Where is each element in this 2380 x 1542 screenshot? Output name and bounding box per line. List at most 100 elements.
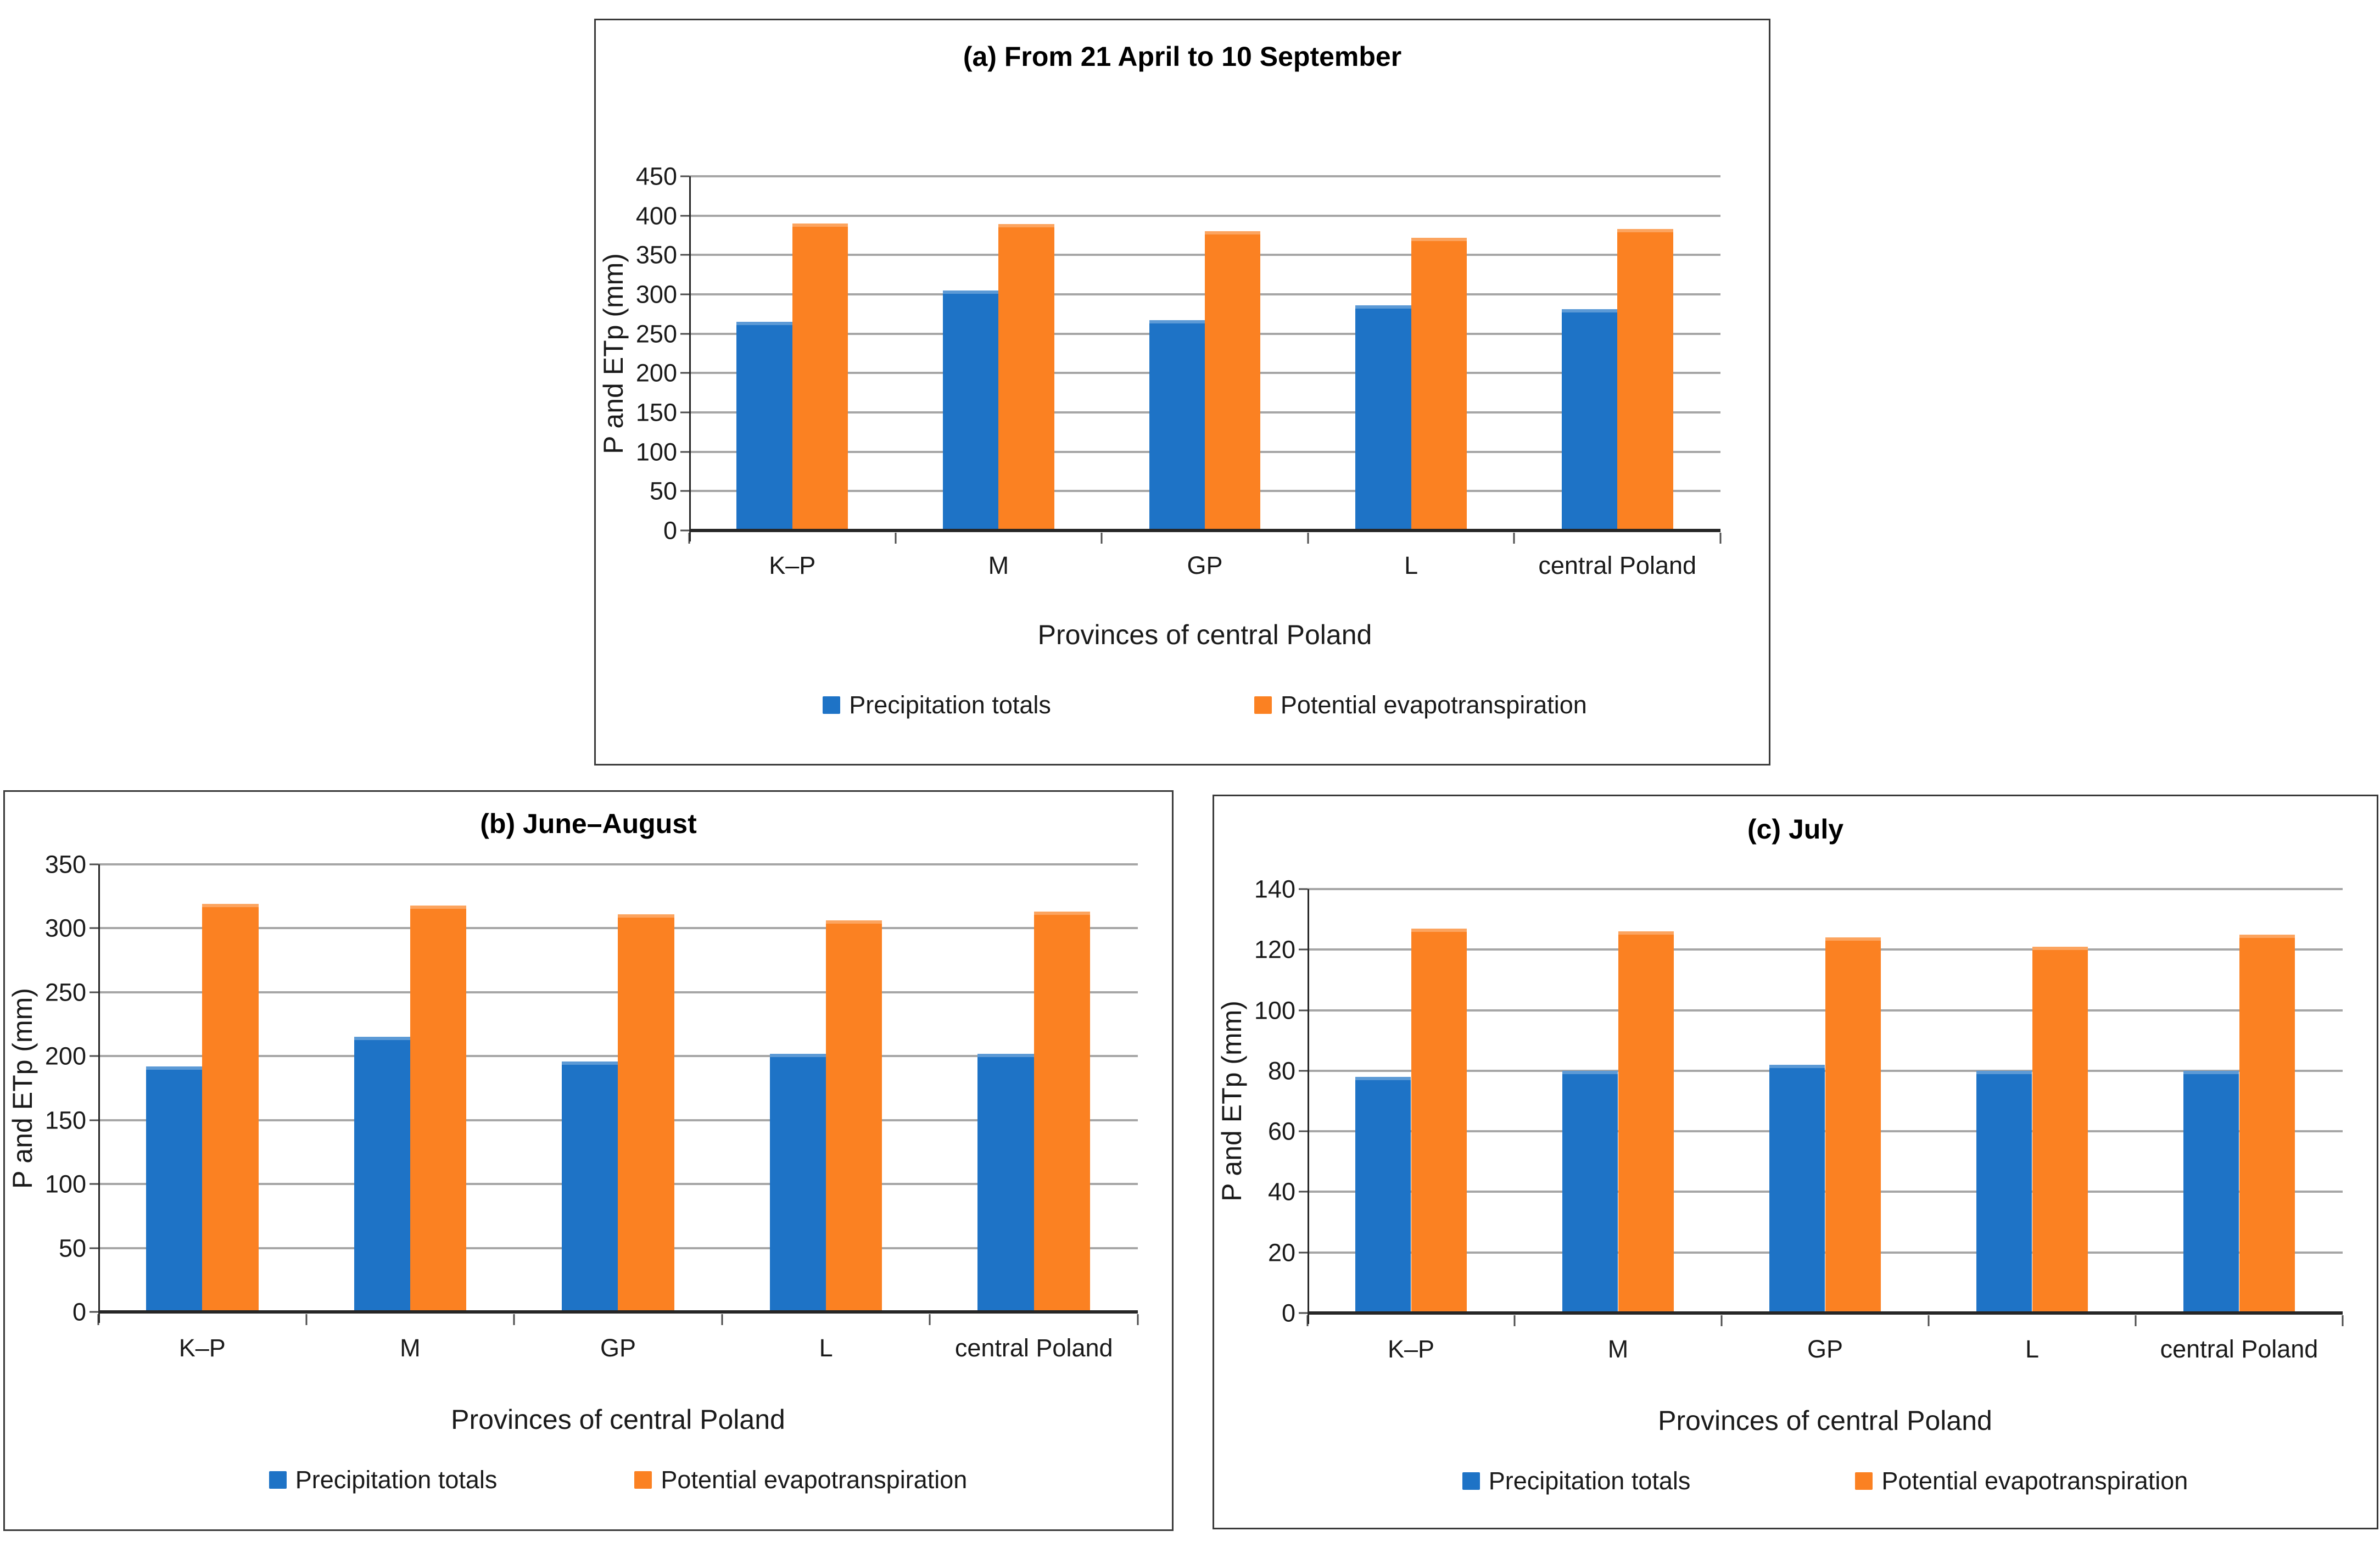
y-tick-label-250: 250 (44, 978, 86, 1007)
category-slot-central-poland (2136, 889, 2343, 1313)
y-tick-label-0: 0 (72, 1298, 86, 1326)
bar-precipitation-central-poland (977, 1053, 1034, 1312)
category-slot-m (306, 864, 515, 1312)
chart-area: P and ETp (mm) 140 120 100 80 60 40 20 0 (1214, 877, 2377, 1326)
x-tick-mark-2 (1720, 1315, 1723, 1326)
y-axis-tick-labels: 350 300 250 200 150 100 50 0 (40, 852, 98, 1325)
y-tick-label-20: 20 (1267, 1238, 1295, 1267)
category-slot-gp (1722, 889, 1929, 1313)
legend: Precipitation totals Potential evapotran… (98, 1466, 1138, 1494)
x-tick-mark-4 (1513, 533, 1515, 544)
y-tick-mark-150 (680, 411, 689, 414)
bar-evapotranspiration-m (998, 224, 1055, 530)
x-tick-mark-5 (1719, 533, 1722, 544)
legend-swatch-precipitation-icon (1462, 1472, 1480, 1490)
x-tick-mark-4 (2135, 1315, 2137, 1326)
y-axis-tick-labels: 450 400 350 300 250 200 150 100 50 0 (631, 164, 689, 543)
x-axis-title: Provinces of central Poland (1037, 619, 1372, 650)
category-slot-k-p (1308, 889, 1515, 1313)
gridline-140 (1308, 888, 2343, 890)
bar-evapotranspiration-k-p (1411, 928, 1467, 1313)
legend-label-evapotranspiration: Potential evapotranspiration (1280, 691, 1587, 719)
x-tick-mark-1 (895, 533, 897, 544)
legend-item-precipitation: Precipitation totals (823, 691, 1051, 719)
legend-label-evapotranspiration: Potential evapotranspiration (661, 1466, 968, 1494)
bar-precipitation-m (354, 1037, 411, 1312)
bar-precipitation-k-p (146, 1066, 203, 1312)
bar-evapotranspiration-m (410, 905, 467, 1312)
y-tick-mark-300 (680, 293, 689, 295)
y-tick-label-120: 120 (1254, 935, 1295, 964)
bar-evapotranspiration-k-p (792, 224, 848, 530)
bar-precipitation-central-poland (1561, 309, 1618, 530)
y-tick-label-100: 100 (635, 438, 677, 466)
x-tick-mark-3 (1928, 1315, 1930, 1326)
y-tick-label-300: 300 (635, 280, 677, 309)
x-tick-label-gp: GP (1807, 1335, 1843, 1363)
x-tick-label-k-p: K–P (769, 551, 816, 579)
x-tick-mark-5 (2342, 1315, 2344, 1326)
y-tick-label-150: 150 (44, 1106, 86, 1135)
y-axis-tick-labels: 140 120 100 80 60 40 20 0 (1249, 877, 1308, 1326)
x-tick-mark-1 (305, 1314, 308, 1325)
bar-evapotranspiration-gp (1825, 937, 1881, 1313)
x-tick-label-central-poland: central Poland (954, 1334, 1113, 1362)
x-tick-mark-2 (513, 1314, 515, 1325)
x-tick-label-m: M (1607, 1335, 1629, 1363)
category-slot-l (1929, 889, 2136, 1313)
y-tick-label-150: 150 (635, 398, 677, 427)
bar-evapotranspiration-l (826, 920, 882, 1312)
bar-precipitation-k-p (1355, 1076, 1411, 1313)
y-tick-mark-200 (90, 1055, 98, 1057)
x-tick-label-k-p: K–P (1387, 1335, 1435, 1363)
category-slot-l (1308, 176, 1515, 530)
legend-label-evapotranspiration: Potential evapotranspiration (1881, 1467, 2188, 1495)
x-tick-label-m: M (988, 551, 1009, 579)
y-tick-mark-20 (1299, 1252, 1308, 1254)
legend-label-precipitation: Precipitation totals (295, 1466, 498, 1494)
panel-c-july: (c) July P and ETp (mm) 140 120 100 80 60 40 2… (1213, 795, 2378, 1529)
plot-area (680, 175, 1722, 544)
bar-precipitation-m (942, 290, 999, 530)
bar-precipitation-central-poland (2183, 1070, 2239, 1313)
legend-swatch-evapotranspiration-icon (1855, 1472, 1873, 1490)
y-tick-label-0: 0 (663, 516, 677, 545)
legend-item-evapotranspiration: Potential evapotranspiration (634, 1466, 967, 1494)
y-tick-mark-0 (680, 529, 689, 532)
category-slot-l (722, 864, 930, 1312)
category-slot-central-poland (930, 864, 1138, 1312)
category-slot-gp (1102, 176, 1308, 530)
bar-evapotranspiration-l (1411, 237, 1467, 530)
legend-label-precipitation: Precipitation totals (1488, 1467, 1691, 1495)
gridline-450 (689, 175, 1720, 177)
y-tick-label-0: 0 (1281, 1299, 1295, 1327)
y-tick-mark-140 (1299, 888, 1308, 890)
y-axis-title: P and ETp (mm) (7, 987, 38, 1189)
legend-label-precipitation: Precipitation totals (849, 691, 1051, 719)
x-tick-mark-4 (929, 1314, 931, 1325)
gridline-350 (98, 863, 1138, 865)
x-tick-label-gp: GP (1187, 551, 1223, 579)
chart-title: (c) July (1747, 814, 1844, 845)
y-axis-line (98, 864, 100, 1323)
x-tick-mark-2 (1100, 533, 1103, 544)
x-tick-label-l: L (1404, 551, 1418, 579)
x-tick-mark-1 (1513, 1315, 1516, 1326)
bar-precipitation-l (1976, 1070, 2032, 1313)
y-tick-label-200: 200 (44, 1042, 86, 1070)
chart-area: P and ETp (mm) 450 400 350 300 250 200 150 100 5… (596, 164, 1769, 544)
y-tick-mark-150 (90, 1119, 98, 1121)
x-axis-title: Provinces of central Poland (1658, 1405, 1992, 1436)
x-tick-label-central-poland: central Poland (2160, 1335, 2318, 1363)
panel-b-june-august: (b) June–August P and ETp (mm) 350 300 250… (3, 790, 1174, 1531)
y-tick-label-100: 100 (1254, 996, 1295, 1025)
x-tick-mark-3 (1307, 533, 1309, 544)
y-tick-label-50: 50 (649, 477, 677, 505)
category-slot-m (1515, 889, 1722, 1313)
y-tick-label-400: 400 (635, 202, 677, 230)
x-tick-label-gp: GP (600, 1334, 636, 1362)
